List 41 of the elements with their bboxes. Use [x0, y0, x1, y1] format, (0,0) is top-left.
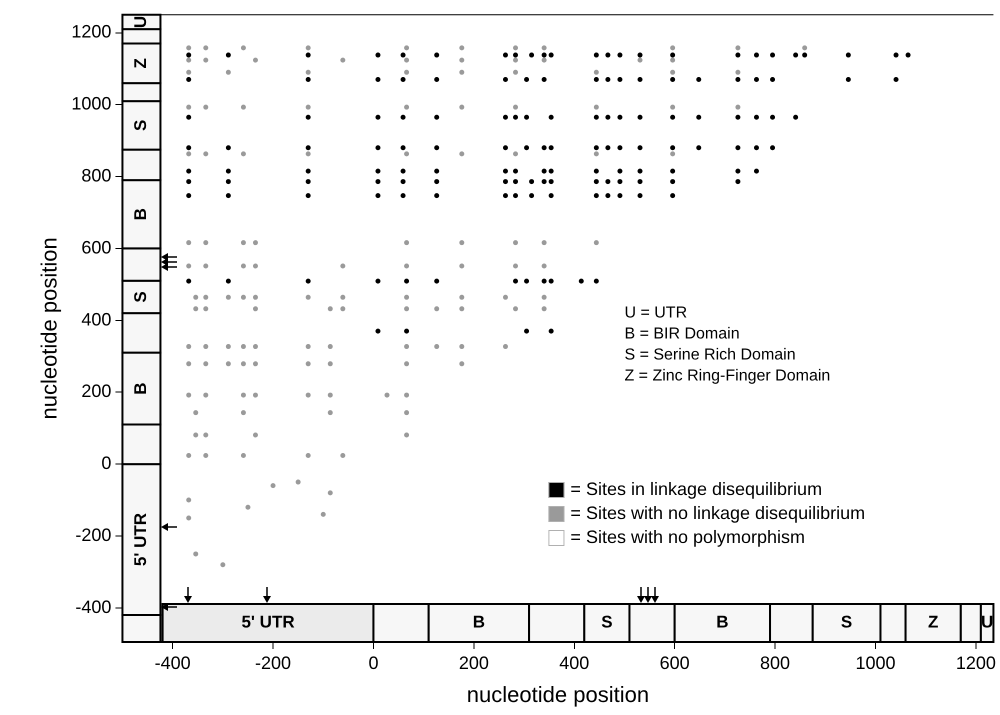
- x-tick-label: -400: [154, 652, 191, 673]
- band-label: B: [131, 208, 150, 220]
- y-tick-label: 800: [81, 166, 112, 186]
- annotation: Z = Zinc Ring-Finger Domain: [624, 368, 830, 385]
- x-tick-label: -200: [255, 652, 292, 673]
- x-axis-title: nucleotide position: [466, 682, 650, 707]
- band-label: B: [716, 612, 728, 632]
- band-label: U: [981, 612, 994, 632]
- legend-label: = Sites with no polymorphism: [570, 526, 806, 547]
- legend-label: = Sites with no linkage disequilibrium: [570, 502, 866, 523]
- band-label: Z: [131, 58, 150, 69]
- x-tick-label: 600: [660, 652, 690, 673]
- x-tick-label: 1200: [956, 652, 996, 673]
- x-tick-label: 1000: [855, 652, 896, 673]
- annotation: U = UTR: [624, 304, 688, 322]
- band-label: 5' UTR: [131, 512, 150, 566]
- band-label: S: [131, 120, 150, 131]
- annotation: B = BIR Domain: [624, 326, 740, 343]
- x-tick-label: 0: [368, 652, 378, 673]
- y-tick-label: -400: [75, 596, 112, 617]
- band-label: Z: [928, 612, 938, 632]
- y-axis-title: nucleotide position: [36, 237, 62, 420]
- band-label: B: [131, 382, 150, 395]
- band-label: S: [840, 612, 852, 632]
- x-tick-label: 200: [458, 652, 489, 673]
- band-label: 5' UTR: [241, 612, 295, 632]
- x-tick-label: 400: [559, 652, 590, 673]
- y-tick-label: 0: [101, 453, 112, 474]
- band-label: U: [131, 16, 150, 28]
- y-tick-label: -200: [75, 524, 112, 545]
- y-tick-label: 200: [81, 381, 112, 402]
- legend-label: = Sites in linkage disequilibrium: [570, 478, 822, 499]
- y-tick-label: 1200: [71, 22, 112, 42]
- band-label: B: [472, 612, 486, 632]
- y-tick-label: 400: [81, 309, 112, 330]
- annotation: S = Serine Rich Domain: [624, 346, 796, 364]
- x-tick-label: 800: [760, 652, 790, 673]
- band-label: S: [601, 612, 613, 632]
- y-tick-label: 1000: [71, 94, 112, 114]
- band-label: S: [131, 291, 150, 303]
- y-tick-label: 600: [81, 237, 112, 258]
